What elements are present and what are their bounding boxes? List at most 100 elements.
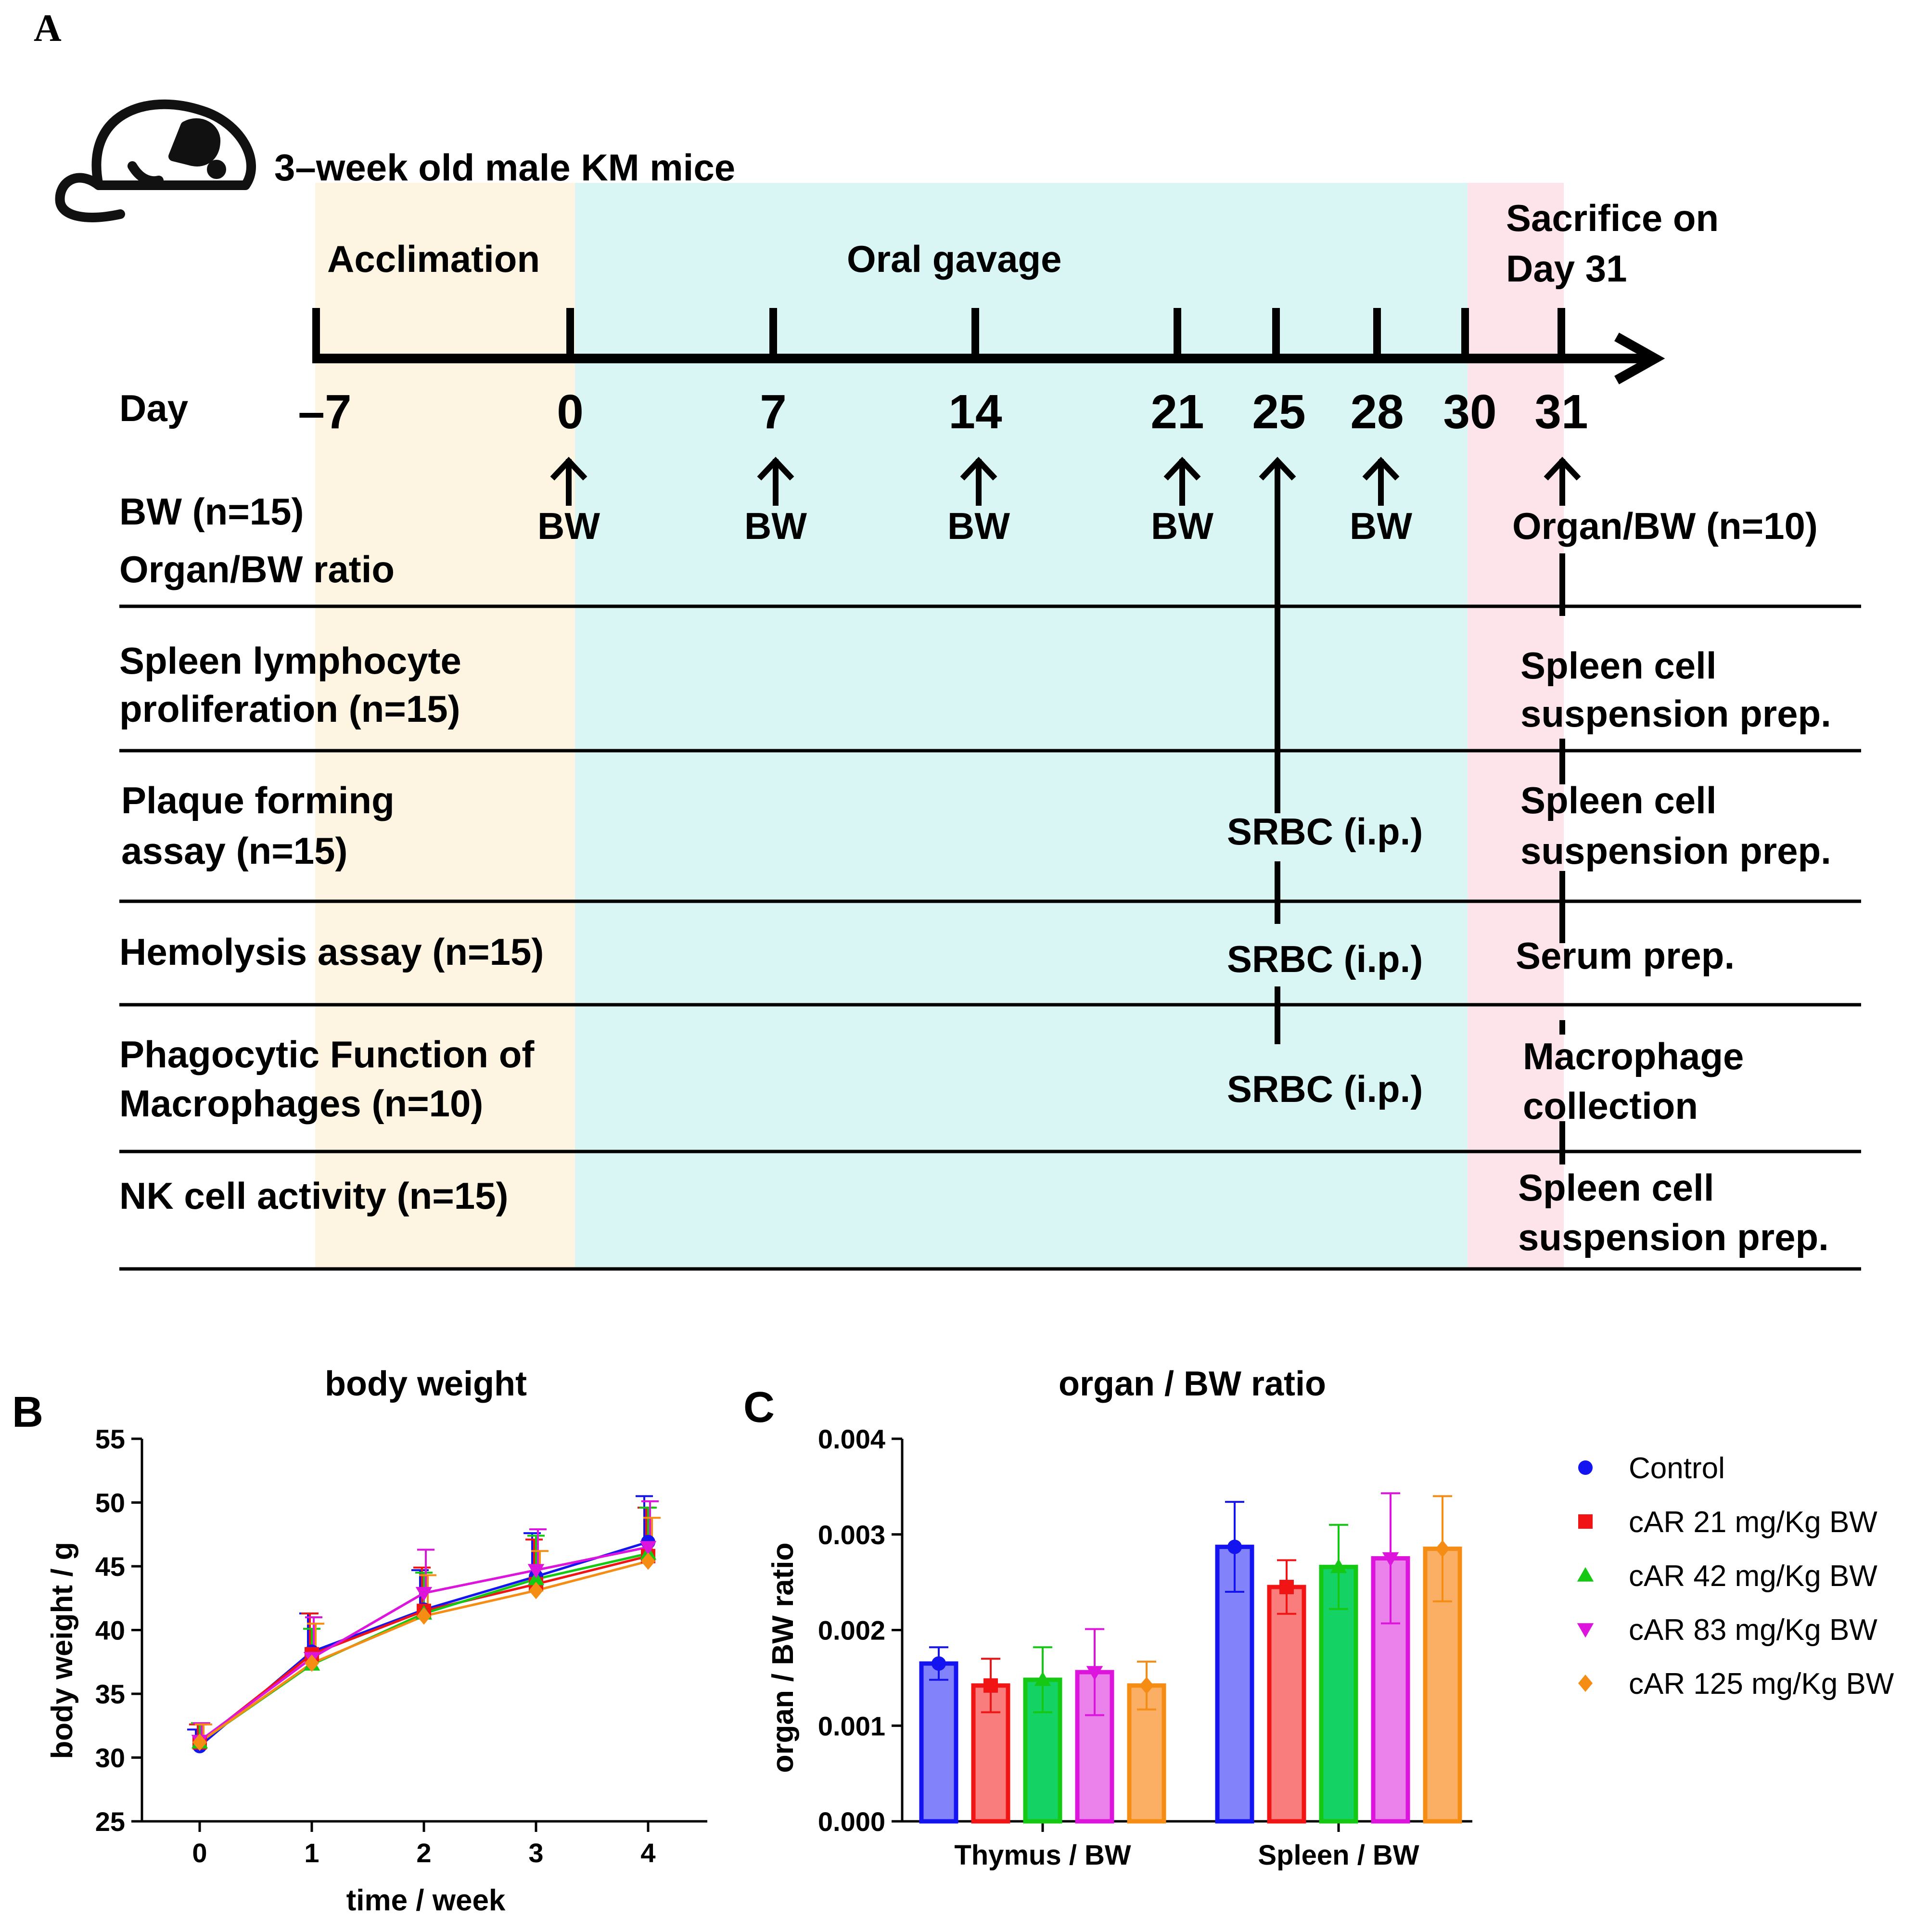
y-tick-label: 35 <box>95 1679 125 1709</box>
row-phago-label-1: Phagocytic Function of <box>119 1033 535 1075</box>
phase-oral-gavage: Oral gavage <box>847 238 1062 280</box>
row-dividers <box>119 604 1861 1271</box>
row-plaque-srbc: SRBC (i.p.) <box>1227 810 1423 853</box>
chart-b-ylabel: body weight / g <box>46 1542 79 1759</box>
organ-bw-mark: Organ/BW (n=10) <box>1512 505 1818 547</box>
row-spleen-label-2: proliferation (n=15) <box>119 688 460 730</box>
day-tick: 14 <box>948 385 1002 439</box>
row-plaque-label-1: Plaque forming <box>121 779 395 821</box>
bar <box>919 1661 958 1824</box>
data-point <box>415 1587 433 1601</box>
timeline-ticks <box>312 308 1565 363</box>
day-tick: 0 <box>557 385 584 439</box>
y-tick-label: 0.000 <box>818 1806 885 1837</box>
row-plaque-label-2: assay (n=15) <box>121 830 347 872</box>
data-point <box>417 1607 431 1625</box>
panel-c-organ-ratio-chart: C organ / BW ratio organ / BW ratio 0.00… <box>743 1365 1894 1871</box>
row-hemolysis-label: Hemolysis assay (n=15) <box>119 931 544 973</box>
chart-c-title: organ / BW ratio <box>1059 1365 1326 1403</box>
row-bw-label-1: BW (n=15) <box>119 490 304 533</box>
legend-entry: cAR 125 mg/Kg BW <box>1629 1667 1894 1701</box>
acclimation-band <box>315 183 575 1270</box>
sacrifice-band <box>1468 183 1564 1270</box>
y-tick-label: 0.001 <box>818 1711 885 1741</box>
y-tick-label: 55 <box>95 1424 125 1454</box>
x-tick-label: 2 <box>416 1838 431 1868</box>
bar-marker <box>1330 1559 1347 1574</box>
row-bw-label-2: Organ/BW ratio <box>119 548 395 590</box>
y-tick-label: 0.003 <box>818 1520 885 1550</box>
phase-sacrifice-line2: Day 31 <box>1506 247 1627 290</box>
day-ticks: –7 0 7 14 21 25 28 30 31 <box>298 385 1588 439</box>
y-tick-label: 25 <box>95 1806 125 1837</box>
legend-marker <box>1578 1460 1593 1475</box>
data-point <box>639 1541 657 1556</box>
panel-label-c: C <box>743 1383 775 1432</box>
bar <box>1127 1683 1166 1824</box>
day-label: Day <box>119 387 188 429</box>
bar-marker <box>1279 1580 1294 1595</box>
bw-mark: BW <box>947 505 1010 547</box>
legend-entry: Control <box>1629 1452 1725 1485</box>
x-tick-label: 4 <box>640 1838 655 1868</box>
row-phago-end-2: collection <box>1523 1085 1698 1127</box>
phase-acclimation: Acclimation <box>327 238 540 280</box>
day-tick: 28 <box>1350 385 1404 439</box>
y-tick-label: 30 <box>95 1743 125 1773</box>
bar-marker <box>1034 1671 1051 1686</box>
bar <box>1267 1585 1306 1824</box>
row-phago-srbc: SRBC (i.p.) <box>1227 1068 1423 1110</box>
row-nk-end-2: suspension prep. <box>1518 1216 1829 1258</box>
bar-marker <box>1227 1539 1242 1554</box>
row-phago-end-1: Macrophage <box>1523 1035 1744 1077</box>
bar-marker <box>1435 1540 1450 1558</box>
bar-marker <box>1086 1666 1103 1681</box>
x-category-label: Thymus / BW <box>954 1840 1131 1871</box>
row-plaque-end-1: Spleen cell <box>1520 779 1717 821</box>
row-spleen-end-1: Spleen cell <box>1520 644 1717 687</box>
chart-c-legend: Control cAR 21 mg/Kg BW cAR 42 mg/Kg BW cAR… <box>1577 1452 1894 1701</box>
row-nk-label: NK cell activity (n=15) <box>119 1175 509 1217</box>
row-hemolysis-end: Serum prep. <box>1516 934 1735 977</box>
data-point <box>527 1564 545 1579</box>
row-spleen-end-2: suspension prep. <box>1520 692 1831 735</box>
row-phago-label-2: Macrophages (n=10) <box>119 1082 483 1125</box>
legend-marker <box>1577 1567 1594 1582</box>
legend-entry: cAR 42 mg/Kg BW <box>1629 1560 1877 1593</box>
day-tick: –7 <box>298 385 351 439</box>
y-tick-label: 45 <box>95 1551 125 1582</box>
row-plaque-end-2: suspension prep. <box>1520 830 1831 872</box>
row-hemolysis-srbc: SRBC (i.p.) <box>1227 938 1423 980</box>
panel-b-body-weight-chart: B body weight time / week body weight / … <box>12 1365 707 1917</box>
row-spleen-label-1: Spleen lymphocyte <box>119 640 461 682</box>
data-point <box>641 1552 655 1570</box>
day-tick: 25 <box>1252 385 1305 439</box>
timeline-arrowhead <box>1614 333 1665 384</box>
x-tick-label: 1 <box>304 1838 319 1868</box>
bw-mark: BW <box>744 505 807 547</box>
bar-marker <box>983 1678 998 1693</box>
y-tick-label: 0.004 <box>818 1424 885 1454</box>
bar-marker <box>1139 1676 1154 1694</box>
day-tick: 21 <box>1150 385 1204 439</box>
x-tick-label: 0 <box>192 1838 207 1868</box>
chart-b-plot: 25 30 35 40 45 50 55 0 1 2 3 4 <box>95 1424 707 1868</box>
bw-mark: BW <box>1350 505 1412 547</box>
cohort-header: 3–week old male KM mice <box>274 146 735 189</box>
y-tick-label: 0.002 <box>818 1615 885 1646</box>
day-tick: 7 <box>760 385 787 439</box>
chart-c-plot: 0.000 0.001 0.002 0.003 0.004 Thymus / BW Sple… <box>818 1424 1472 1871</box>
data-point <box>192 1733 207 1751</box>
bw-mark: BW <box>1151 505 1213 547</box>
legend-entry: cAR 83 mg/Kg BW <box>1629 1613 1877 1647</box>
legend-marker <box>1577 1623 1594 1638</box>
phase-sacrifice-line1: Sacrifice on <box>1506 197 1719 239</box>
row-nk-end-1: Spleen cell <box>1518 1166 1714 1209</box>
legend-marker <box>1578 1675 1593 1692</box>
panel-label-b: B <box>12 1388 43 1436</box>
data-point <box>305 1654 319 1672</box>
panel-a-timeline: A 3–week old male KM mice Acclimation Or… <box>34 7 1861 1271</box>
row-labels: BW (n=15) Organ/BW ratio Spleen lymphocy… <box>119 490 1831 1258</box>
gavage-band <box>575 183 1468 1270</box>
